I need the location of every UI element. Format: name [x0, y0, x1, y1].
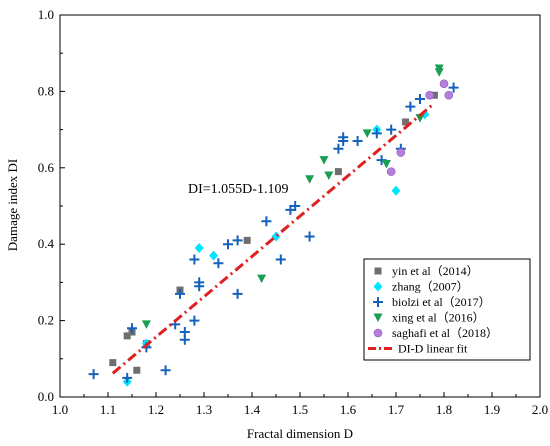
data-point-triangle-down: [324, 171, 334, 180]
y-tick-label: 0.2: [38, 313, 54, 328]
legend: yin et al（2014） zhang（2007）biolzi et al（2…: [363, 258, 531, 361]
legend-marker-plus: [373, 297, 383, 307]
x-axis-title: Fractal dimension D: [247, 426, 353, 441]
data-point-plus: [275, 254, 286, 265]
data-point-plus: [189, 254, 200, 265]
data-point-triangle-down: [257, 274, 267, 284]
data-point-plus: [232, 235, 243, 246]
legend-label: biolzi et al（2017）: [392, 295, 491, 309]
data-point-plus: [386, 124, 397, 135]
data-point-triangle-down: [415, 114, 425, 123]
data-point-square: [243, 236, 251, 244]
data-point-square: [334, 168, 342, 176]
y-tick-label: 1.0: [38, 7, 54, 22]
data-point-plus: [352, 136, 363, 147]
x-tick-label: 2.0: [532, 402, 548, 417]
data-point-plus: [333, 143, 344, 154]
legend-marker-square: [374, 267, 382, 275]
data-point-diamond: [194, 243, 204, 254]
data-point-circle: [444, 90, 454, 100]
data-point-plus: [223, 239, 233, 250]
y-axis-title: Damage index DI: [5, 159, 20, 251]
data-point-diamond: [209, 250, 219, 261]
data-point-square: [123, 332, 131, 340]
data-point-circle: [386, 167, 396, 176]
legend-label: zhang（2007）: [392, 280, 469, 294]
y-tick-label: 0.8: [38, 83, 54, 98]
x-tick-label: 1.7: [388, 402, 405, 417]
data-point-triangle-down: [141, 320, 151, 329]
legend-marker-circle: [373, 328, 383, 338]
legend-label: saghafi et al（2018）: [392, 326, 498, 340]
x-tick-label: 1.3: [196, 402, 212, 417]
axes: 1.0 1.1 1.2 1.3 1.4 1.5 1.6 1.7 1.8 1.9 2.0 0.0 0.2 0…: [38, 7, 548, 417]
data-point-circle: [439, 79, 449, 89]
data-point-triangle-down: [319, 156, 329, 165]
data-point-plus: [179, 327, 190, 338]
legend-box: [363, 258, 531, 361]
data-point-plus: [122, 372, 133, 383]
data-point-triangle-down: [305, 175, 315, 184]
data-point-plus: [213, 258, 224, 269]
y-tick-label: 0.0: [38, 389, 54, 404]
data-point-triangle-down: [381, 159, 391, 169]
x-tick-label: 1.9: [484, 402, 500, 417]
x-tick-label: 1.8: [436, 402, 452, 417]
legend-marker-diamond: [373, 281, 383, 292]
data-point-plus: [338, 136, 349, 147]
data-point-circle: [425, 90, 434, 100]
x-tick-label: 1.6: [340, 402, 357, 417]
data-point-square: [109, 359, 117, 367]
x-tick-label: 1.0: [52, 402, 68, 417]
data-point-plus: [194, 277, 205, 288]
data-point-plus: [88, 369, 99, 380]
data-point-plus: [304, 231, 315, 242]
data-point-plus: [232, 288, 243, 299]
fit-line: [111, 102, 436, 375]
x-tick-label: 1.5: [292, 402, 308, 417]
data-point-square: [402, 118, 410, 126]
y-tick-label: 0.4: [38, 236, 55, 251]
data-point-plus: [160, 365, 171, 376]
data-point-plus: [189, 315, 200, 326]
data-point-plus: [405, 101, 416, 112]
x-tick-label: 1.1: [100, 402, 116, 417]
data-point-plus: [127, 323, 137, 334]
data-point-plus: [415, 94, 425, 105]
legend-label: xing et al（2016）: [392, 311, 485, 325]
data-point-square: [133, 366, 141, 374]
data-point-plus: [290, 201, 301, 211]
plot-area: [88, 64, 459, 387]
legend-label: DI-D linear fit: [398, 342, 468, 356]
x-tick-label: 1.2: [148, 402, 164, 417]
data-point-plus: [175, 288, 185, 299]
data-point-plus: [448, 82, 459, 93]
data-point-circle: [396, 148, 406, 157]
legend-marker-triangle-down: [373, 313, 383, 322]
legend-label: yin et al（2014）: [392, 264, 479, 278]
data-point-triangle-down: [434, 64, 444, 73]
x-tick-label: 1.4: [244, 402, 261, 417]
data-point-plus: [371, 128, 382, 139]
data-point-triangle-down: [362, 129, 372, 138]
data-point-diamond: [391, 185, 401, 196]
fit-equation-annotation: DI=1.055D-1.109: [188, 182, 288, 197]
data-point-plus: [261, 216, 272, 227]
data-point-square: [430, 91, 438, 99]
y-tick-label: 0.6: [38, 160, 55, 175]
